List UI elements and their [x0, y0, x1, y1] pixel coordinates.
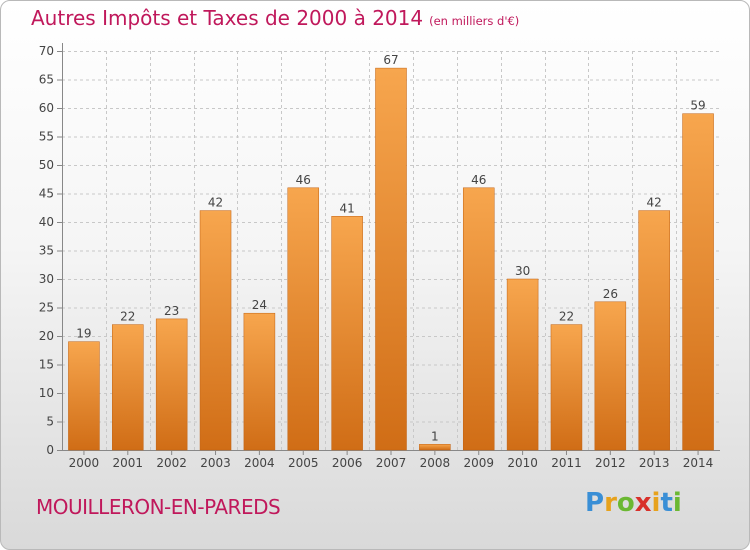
- bar-2011: [550, 324, 583, 451]
- bar-2000: [68, 341, 100, 451]
- bar-2009: [462, 187, 495, 451]
- chart-title: Autres Impôts et Taxes de 2000 à 2014 (en…: [31, 6, 519, 30]
- value-label: 22: [559, 310, 574, 324]
- bar-2008: [419, 444, 451, 451]
- value-label: 67: [383, 53, 398, 67]
- value-label: 1: [431, 429, 439, 443]
- x-tick-label: 2013: [639, 456, 670, 470]
- y-tick-label: 55: [39, 130, 54, 144]
- logo-letter: t: [660, 488, 673, 518]
- value-label: 22: [120, 310, 135, 324]
- value-label: 46: [471, 173, 486, 187]
- bar-2004: [243, 312, 276, 451]
- x-tick-label: 2006: [332, 456, 363, 470]
- logo-letter: r: [604, 488, 617, 518]
- y-tick-label: 15: [39, 358, 54, 372]
- chart-subtitle: (en milliers d'€): [429, 14, 520, 28]
- x-tick-label: 2008: [420, 456, 451, 470]
- bar-2014: [682, 113, 714, 451]
- x-tick-label: 2004: [244, 456, 275, 470]
- value-label: 19: [76, 327, 91, 341]
- labels: 19 2000 22 2001 23 2002 42 2003 24 2004 46 2005 41 20…: [69, 53, 714, 470]
- bar-2003: [199, 210, 232, 451]
- x-tick-label: 2007: [376, 456, 407, 470]
- y-tick-label: 40: [39, 215, 54, 229]
- value-label: 42: [647, 196, 662, 210]
- y-tick-label: 70: [39, 44, 54, 58]
- value-label: 26: [603, 287, 618, 301]
- x-tick-label: 2002: [156, 456, 187, 470]
- y-tick-label: 60: [39, 101, 54, 115]
- y-tick-label: 65: [39, 73, 54, 87]
- y-tick-label: 50: [39, 158, 54, 172]
- city-name: MOUILLERON-EN-PAREDS: [36, 495, 281, 519]
- proxiti-logo: Proxiti: [585, 488, 682, 518]
- value-label: 41: [339, 201, 354, 215]
- y-tick-label: 0: [46, 443, 54, 457]
- logo-letter: i: [672, 488, 682, 518]
- x-tick-label: 2003: [200, 456, 231, 470]
- bar-2006: [331, 216, 363, 451]
- value-label: 42: [208, 196, 223, 210]
- bar-2001: [112, 324, 144, 451]
- value-label: 24: [252, 298, 267, 312]
- axes: 0 5 10 15 20 25 30 35 40 45 50 55 60 65 70: [39, 43, 720, 457]
- x-tick-label: 2014: [683, 456, 714, 470]
- y-tick-label: 45: [39, 187, 54, 201]
- y-tick-label: 25: [39, 301, 54, 315]
- bar-2007: [375, 67, 407, 451]
- y-tick-label: 20: [39, 329, 54, 343]
- value-label: 30: [515, 264, 530, 278]
- x-tick-label: 2010: [507, 456, 538, 470]
- value-label: 46: [296, 173, 311, 187]
- bar-2013: [638, 210, 670, 451]
- y-tick-label: 30: [39, 272, 54, 286]
- x-tick-label: 2009: [463, 456, 494, 470]
- bar-2002: [155, 318, 188, 451]
- y-tick-label: 35: [39, 244, 54, 258]
- logo-letter: x: [634, 488, 652, 518]
- bar-2010: [506, 278, 539, 451]
- x-tick-label: 2005: [288, 456, 319, 470]
- bar-2005: [287, 187, 320, 451]
- logo-letter: i: [651, 488, 661, 518]
- bar-2012: [594, 301, 627, 451]
- x-tick-label: 2012: [595, 456, 626, 470]
- x-tick-label: 2000: [69, 456, 100, 470]
- logo-letter: P: [585, 488, 605, 518]
- value-label: 59: [690, 99, 705, 113]
- y-tick-label: 10: [39, 386, 54, 400]
- value-label: 23: [164, 304, 179, 318]
- x-tick-label: 2001: [113, 456, 144, 470]
- bars: [68, 67, 714, 451]
- logo-letter: o: [616, 488, 635, 518]
- x-tick-label: 2011: [551, 456, 582, 470]
- chart-title-text: Autres Impôts et Taxes de 2000 à 2014: [31, 6, 424, 30]
- y-tick-label: 5: [46, 415, 54, 429]
